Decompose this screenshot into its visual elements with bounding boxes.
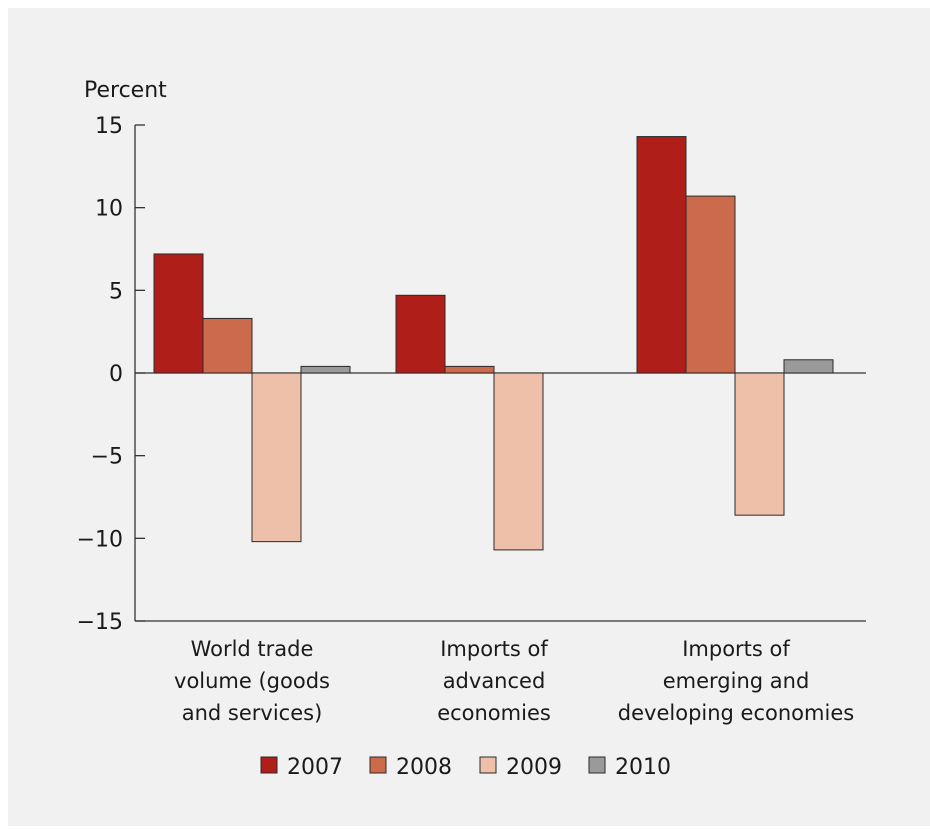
legend-label-2010: 2010 (615, 755, 671, 780)
bar-2008-cat3 (685, 195, 736, 374)
bar-2010-cat3 (783, 359, 834, 374)
legend-swatch-2007 (260, 756, 278, 774)
legend-swatch-2009 (479, 756, 497, 774)
y-tick-label: −15 (77, 610, 123, 635)
y-tick-label: 5 (109, 279, 123, 304)
bar-2007-cat2 (395, 294, 446, 374)
y-tick-label: 15 (95, 114, 123, 139)
legend: 2007 2008 2009 2010 (260, 755, 671, 780)
y-unit-label: Percent (84, 78, 167, 103)
bar-2009-cat1 (251, 372, 302, 543)
bar-2008-cat1 (202, 317, 253, 374)
bar-2009-cat2 (493, 372, 544, 551)
category-label: Imports of advanced economies (437, 637, 551, 725)
bar-2009-cat3 (734, 372, 785, 516)
y-tick-label: −5 (91, 445, 123, 470)
bar-2007-cat1 (153, 253, 204, 374)
bars (153, 136, 834, 551)
legend-label-2007: 2007 (287, 755, 343, 780)
bar-chart: Percent 15 10 5 0 −5 −10 −15 World trade volume … (77, 78, 866, 780)
chart-panel: Percent 15 10 5 0 −5 −10 −15 World trade volume … (8, 8, 930, 826)
category-label: Imports of emerging and developing economi… (618, 637, 854, 725)
legend-swatch-2010 (588, 756, 606, 774)
y-tick-label: 10 (95, 197, 123, 222)
legend-swatch-2008 (369, 756, 387, 774)
bar-2007-cat3 (636, 136, 687, 374)
category-labels: World trade volume (goods and services) Imp… (174, 637, 854, 725)
y-tick-label: 0 (109, 362, 123, 387)
category-label: World trade volume (goods and services) (174, 637, 330, 725)
legend-label-2008: 2008 (396, 755, 452, 780)
y-tick-label: −10 (77, 527, 123, 552)
bar-2008-cat2 (444, 365, 495, 374)
bar-2010-cat1 (300, 365, 351, 374)
legend-label-2009: 2009 (506, 755, 562, 780)
